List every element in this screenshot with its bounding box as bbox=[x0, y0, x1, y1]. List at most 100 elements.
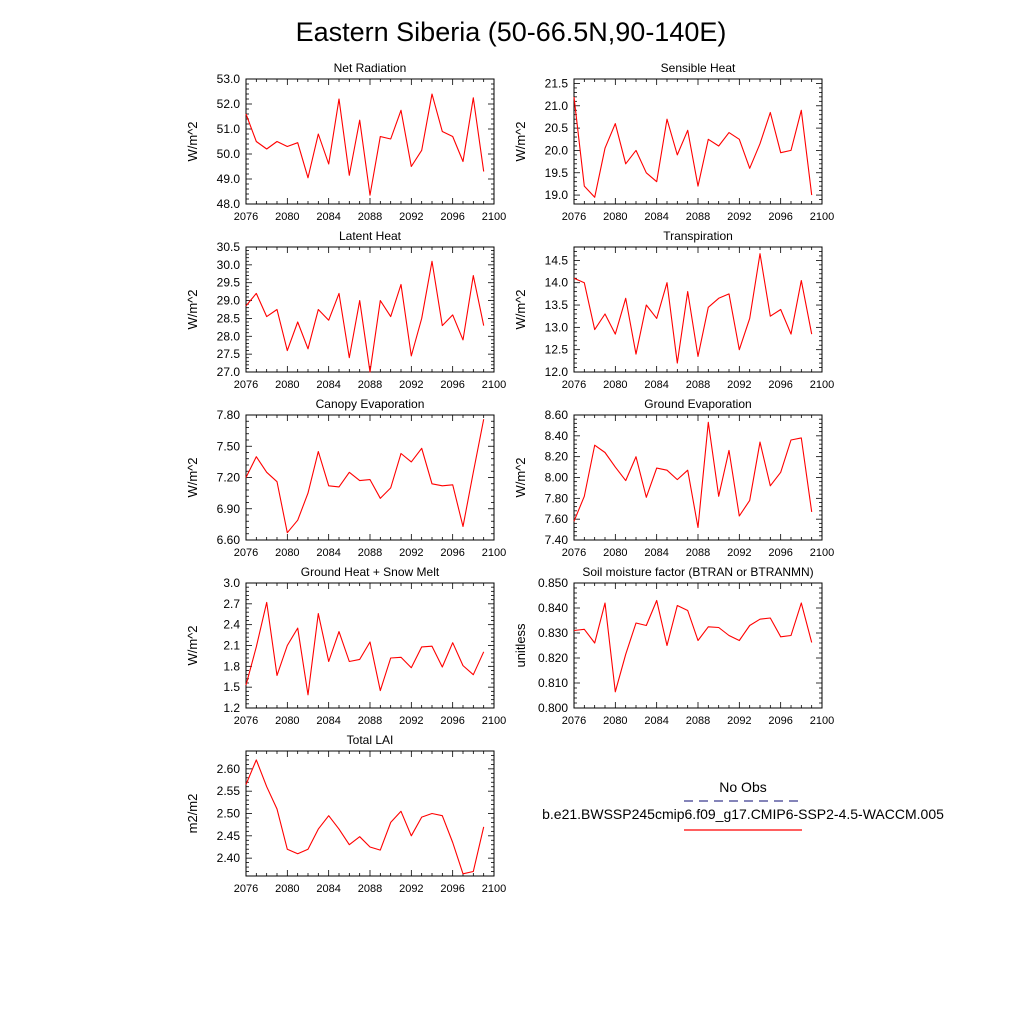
x-tick-label: 2080 bbox=[603, 715, 627, 727]
y-tick-label: 49.0 bbox=[217, 172, 241, 186]
y-axis-label: m2/m2 bbox=[185, 794, 200, 834]
y-tick-label: 1.5 bbox=[223, 680, 240, 694]
x-tick-label: 2080 bbox=[275, 883, 299, 895]
legend: No Obs b.e21.BWSSP245cmip6.f09_g17.CMIP6… bbox=[542, 779, 944, 831]
x-tick-label: 2096 bbox=[440, 379, 464, 391]
x-tick-label: 2080 bbox=[275, 379, 299, 391]
y-tick-label: 1.2 bbox=[223, 701, 240, 715]
series-line bbox=[245, 260, 485, 373]
x-tick-label: 2092 bbox=[399, 883, 423, 895]
y-tick-label: 19.5 bbox=[545, 166, 569, 180]
x-tick-label: 2076 bbox=[234, 715, 258, 727]
x-tick-label: 2092 bbox=[399, 715, 423, 727]
y-tick-label: 14.0 bbox=[545, 276, 569, 290]
x-tick-label: 2100 bbox=[482, 715, 506, 727]
x-tick-label: 2088 bbox=[358, 211, 382, 223]
chart-panel-3: Latent Heat W/m^2 2076 2080 2084 2088 2092 2096… bbox=[185, 229, 506, 391]
chart-title: Sensible Heat bbox=[661, 61, 736, 75]
y-axis-label: W/m^2 bbox=[185, 625, 200, 665]
x-tick-label: 2096 bbox=[440, 211, 464, 223]
chart-title: Total LAI bbox=[347, 733, 394, 747]
chart-panels: Net Radiation W/m^2 2076 2080 2084 2088 2092 20… bbox=[185, 61, 834, 895]
x-tick-label: 2080 bbox=[603, 379, 627, 391]
y-tick-label: 7.80 bbox=[545, 491, 569, 505]
chart-panel-9: Total LAI m2/m2 2076 2080 2084 2088 2092 2096 21… bbox=[185, 733, 506, 895]
x-tick-label: 2084 bbox=[316, 715, 340, 727]
x-tick-label: 2088 bbox=[358, 715, 382, 727]
y-axis-label: unitless bbox=[513, 623, 528, 668]
y-tick-label: 8.60 bbox=[545, 408, 569, 422]
x-tick-label: 2100 bbox=[482, 883, 506, 895]
x-tick-label: 2096 bbox=[768, 547, 792, 559]
y-tick-label: 0.830 bbox=[538, 626, 568, 640]
plot-frame bbox=[573, 414, 823, 541]
y-tick-label: 28.0 bbox=[217, 329, 241, 343]
y-tick-label: 0.840 bbox=[538, 601, 568, 615]
legend-obs-label: No Obs bbox=[719, 779, 766, 795]
series-line bbox=[573, 96, 813, 198]
y-axis-label: W/m^2 bbox=[513, 457, 528, 497]
y-tick-label: 0.810 bbox=[538, 676, 568, 690]
x-tick-label: 2084 bbox=[644, 547, 668, 559]
plot-frame bbox=[573, 582, 823, 709]
x-tick-label: 2080 bbox=[275, 211, 299, 223]
x-tick-label: 2100 bbox=[810, 379, 834, 391]
chart-panel-8: Soil moisture factor (BTRAN or BTRANMN) u… bbox=[513, 565, 834, 727]
x-tick-label: 2088 bbox=[358, 883, 382, 895]
y-tick-label: 7.40 bbox=[545, 533, 569, 547]
y-tick-label: 13.5 bbox=[545, 298, 569, 312]
x-tick-label: 2092 bbox=[727, 379, 751, 391]
x-tick-label: 2096 bbox=[768, 715, 792, 727]
x-tick-label: 2084 bbox=[316, 379, 340, 391]
y-tick-label: 28.5 bbox=[217, 311, 241, 325]
y-tick-label: 7.20 bbox=[217, 471, 241, 485]
x-tick-label: 2084 bbox=[644, 211, 668, 223]
legend-model-label: b.e21.BWSSP245cmip6.f09_g17.CMIP6-SSP2-4… bbox=[542, 806, 944, 822]
y-axis-label: W/m^2 bbox=[513, 121, 528, 161]
y-tick-label: 2.40 bbox=[217, 851, 241, 865]
x-tick-label: 2092 bbox=[727, 547, 751, 559]
y-axis-label: W/m^2 bbox=[513, 289, 528, 329]
y-tick-label: 2.45 bbox=[217, 829, 241, 843]
x-tick-label: 2100 bbox=[482, 547, 506, 559]
y-tick-label: 19.0 bbox=[545, 188, 569, 202]
x-tick-label: 2088 bbox=[358, 547, 382, 559]
y-tick-label: 30.0 bbox=[217, 258, 241, 272]
series-line bbox=[245, 93, 485, 196]
plot-frame bbox=[245, 582, 495, 709]
y-tick-label: 0.820 bbox=[538, 651, 568, 665]
chart-panel-7: Ground Heat + Snow Melt W/m^2 2076 2080 2084… bbox=[185, 565, 506, 727]
chart-panel-2: Sensible Heat W/m^2 2076 2080 2084 2088 2092 20… bbox=[513, 61, 834, 223]
series-line bbox=[245, 759, 485, 875]
y-tick-label: 7.50 bbox=[217, 439, 241, 453]
chart-panel-6: Ground Evaporation W/m^2 2076 2080 2084 2088 2… bbox=[513, 397, 834, 559]
y-tick-label: 21.5 bbox=[545, 76, 569, 90]
x-tick-label: 2084 bbox=[316, 547, 340, 559]
y-tick-label: 0.850 bbox=[538, 576, 568, 590]
x-tick-label: 2076 bbox=[234, 547, 258, 559]
series-line bbox=[573, 599, 813, 693]
chart-panel-4: Transpiration W/m^2 2076 2080 2084 2088 2092 20… bbox=[513, 229, 834, 391]
x-tick-label: 2076 bbox=[234, 211, 258, 223]
y-tick-label: 27.0 bbox=[217, 365, 241, 379]
x-tick-label: 2092 bbox=[399, 211, 423, 223]
x-tick-label: 2088 bbox=[686, 379, 710, 391]
chart-title: Soil moisture factor (BTRAN or BTRANMN) bbox=[582, 565, 813, 579]
chart-title: Ground Heat + Snow Melt bbox=[301, 565, 440, 579]
y-tick-label: 29.5 bbox=[217, 276, 241, 290]
plot-frame bbox=[245, 246, 495, 373]
chart-title: Latent Heat bbox=[339, 229, 402, 243]
y-tick-label: 51.0 bbox=[217, 122, 241, 136]
y-tick-label: 20.5 bbox=[545, 121, 569, 135]
y-axis-label: W/m^2 bbox=[185, 121, 200, 161]
y-tick-label: 2.50 bbox=[217, 807, 241, 821]
plot-frame bbox=[245, 414, 495, 541]
y-tick-label: 21.0 bbox=[545, 99, 569, 113]
x-tick-label: 2092 bbox=[399, 379, 423, 391]
x-tick-label: 2100 bbox=[482, 211, 506, 223]
x-tick-label: 2092 bbox=[727, 715, 751, 727]
y-tick-label: 2.7 bbox=[223, 597, 240, 611]
x-tick-label: 2080 bbox=[275, 547, 299, 559]
